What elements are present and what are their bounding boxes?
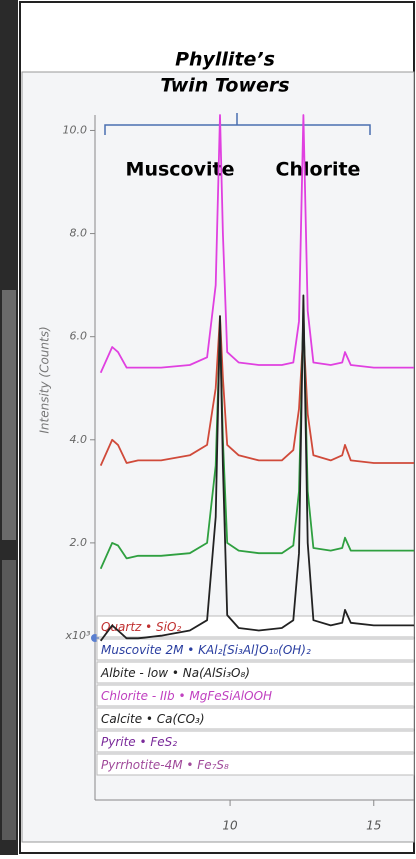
annotation: Chlorite (276, 159, 361, 181)
phase-row (96, 615, 415, 638)
phase-label: Calcite • Ca(CO₃) (101, 712, 205, 726)
chart-title: Phyllite’s (175, 49, 275, 71)
y-tick-label: 10.0 (63, 123, 88, 136)
y-tick-label: 6.0 (70, 330, 88, 343)
y-tick-label: 8.0 (70, 227, 88, 240)
annotation: Muscovite (126, 159, 235, 181)
y-multiplier: x10³ (65, 629, 92, 642)
series-line (99, 114, 414, 374)
x-tick-label: 10 (222, 819, 238, 833)
phase-label: Chlorite - IIb • MgFeSiAlOOH (101, 689, 272, 703)
phase-row (96, 661, 415, 684)
bracket (104, 113, 371, 135)
photo-strip-image (2, 560, 16, 840)
y-tick-label: 4.0 (70, 433, 88, 446)
y-axis-label: Intensity (Counts) (38, 326, 52, 433)
phase-row (96, 638, 415, 661)
x-tick-label: 15 (366, 819, 381, 833)
y-tick-label: 2.0 (70, 536, 88, 549)
series-line (99, 315, 414, 466)
phase-row (96, 707, 415, 730)
series-line (99, 294, 414, 642)
photo-strip-image (2, 290, 16, 540)
chart-title: Twin Towers (160, 75, 289, 97)
phase-row (96, 684, 415, 707)
phase-label: Pyrrhotite-4M • Fe₇S₈ (101, 758, 229, 772)
phase-row (96, 730, 415, 753)
phase-label: Pyrite • FeS₂ (101, 735, 177, 749)
series-line (99, 310, 414, 570)
phase-label: Muscovite 2M • KAl₂[Si₃Al]O₁₀(OH)₂ (101, 643, 311, 657)
phase-label: Albite - low • Na(AlSi₃O₈) (100, 666, 250, 680)
phase-label: Quartz • SiO₂ (101, 620, 181, 634)
phase-row (96, 753, 415, 776)
